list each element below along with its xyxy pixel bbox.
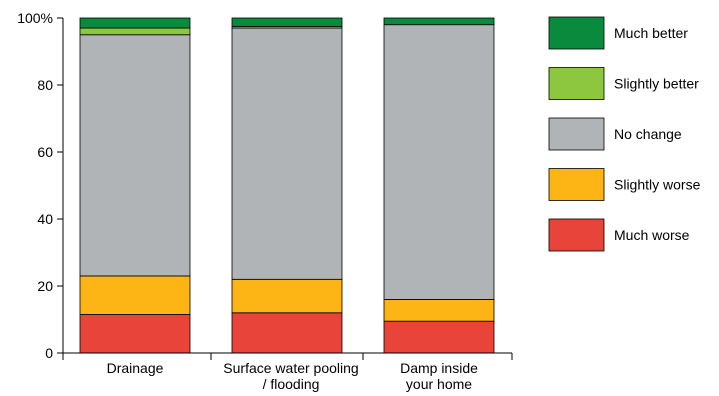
legend-label: No change (614, 126, 682, 142)
legend-swatch (548, 218, 605, 252)
x-category-label: Surface water pooling / flooding (223, 360, 358, 392)
bar-segment (231, 312, 343, 354)
bar-segment (79, 27, 191, 36)
bar-segment (231, 17, 343, 27)
legend: Much better Slightly better No change Sligh… (548, 16, 701, 252)
legend-label: Much better (614, 25, 688, 41)
bar-segment (79, 17, 191, 29)
legend-swatch (548, 117, 605, 151)
bar-segment (231, 278, 343, 314)
legend-label: Slightly worse (614, 177, 701, 193)
y-tick-label: 40 (37, 211, 53, 227)
legend-swatch (548, 168, 605, 201)
legend-swatch (548, 67, 605, 100)
bar-segment (383, 298, 495, 322)
y-tick-label: 100% (17, 10, 53, 26)
y-tick-label: 0 (45, 345, 53, 361)
bar-segment (383, 320, 495, 354)
x-category-label: Drainage (107, 360, 164, 376)
bar-segment (79, 34, 191, 277)
y-tick-label: 20 (37, 278, 53, 294)
x-category-label: Damp inside your home (400, 360, 478, 392)
y-tick-label: 60 (37, 144, 53, 160)
bar-segment (79, 314, 191, 354)
y-tick-label: 80 (37, 77, 53, 93)
legend-label: Much worse (614, 227, 690, 243)
bar-segment (383, 24, 495, 300)
bar-segment (231, 27, 343, 280)
bar-segment (383, 17, 495, 26)
axes-group: 0 20 40 60 80 100% Drainage Surface water pooli… (17, 10, 513, 392)
legend-swatch (548, 16, 605, 50)
bars-group (79, 17, 495, 354)
bar-segment (79, 275, 191, 315)
legend-label: Slightly better (614, 76, 699, 92)
